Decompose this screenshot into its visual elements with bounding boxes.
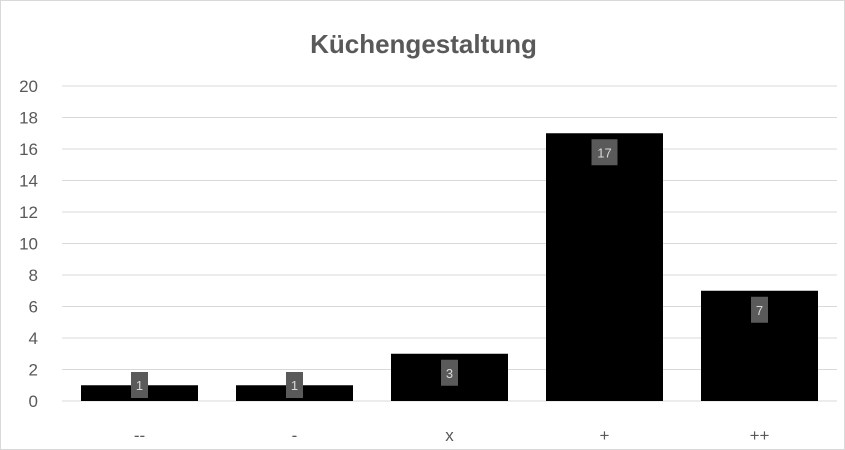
data-label-box xyxy=(131,372,148,398)
data-label: 1 xyxy=(136,378,143,393)
x-tick-label: x xyxy=(445,426,454,445)
x-tick-label: ++ xyxy=(750,426,770,445)
y-tick-label: 12 xyxy=(19,203,38,222)
data-label-box xyxy=(751,296,768,323)
y-tick-label: 16 xyxy=(19,140,38,159)
data-label: 3 xyxy=(446,366,453,381)
y-tick-label: 10 xyxy=(19,235,38,254)
y-tick-labels: 0 2 4 6 8 10 12 14 16 18 20 xyxy=(19,77,38,411)
y-tick-label: 0 xyxy=(29,392,38,411)
data-label: 1 xyxy=(291,378,298,393)
y-tick-label: 4 xyxy=(29,329,38,348)
data-labels: 1 1 3 17 7 xyxy=(131,139,768,398)
y-tick-label: 14 xyxy=(19,172,38,191)
y-tick-label: 6 xyxy=(29,298,38,317)
y-tick-label: 2 xyxy=(29,361,38,380)
x-tick-labels: -- - x + ++ xyxy=(134,426,770,445)
y-tick-label: 8 xyxy=(29,266,38,285)
chart-title: Küchengestaltung xyxy=(310,29,537,59)
x-tick-label: - xyxy=(292,426,298,445)
x-tick-label: -- xyxy=(134,426,145,445)
y-tick-label: 18 xyxy=(19,109,38,128)
x-tick-label: + xyxy=(600,426,610,445)
data-label: 17 xyxy=(597,145,611,160)
data-label-box xyxy=(286,372,303,398)
data-label: 7 xyxy=(756,303,763,318)
data-label-box xyxy=(441,359,458,386)
data-label-box xyxy=(591,139,618,166)
y-tick-label: 20 xyxy=(19,77,38,96)
bar xyxy=(546,133,663,401)
